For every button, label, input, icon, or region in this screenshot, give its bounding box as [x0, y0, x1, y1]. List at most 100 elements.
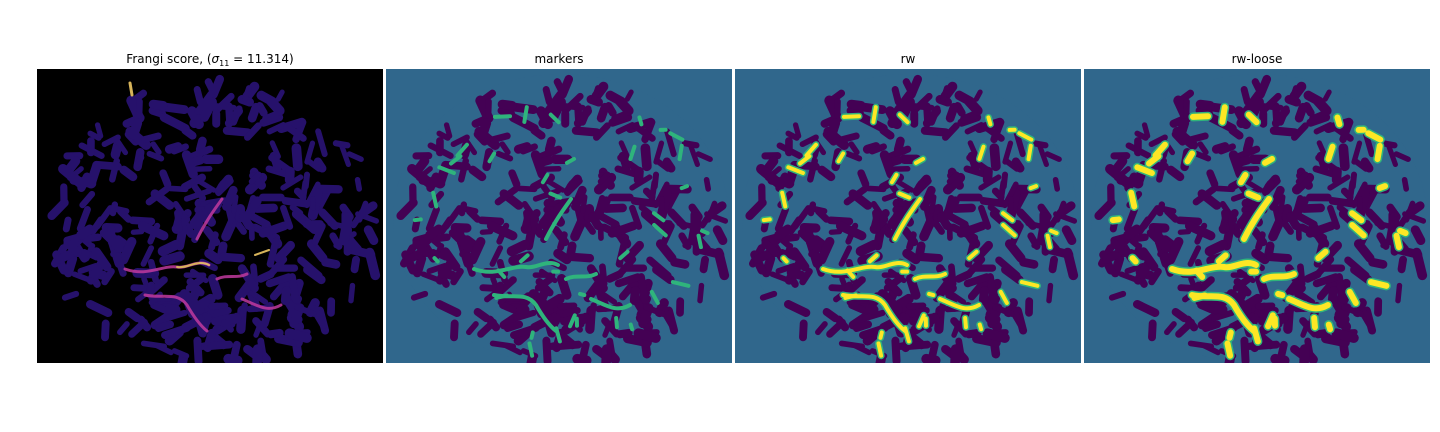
highlight-segment [1045, 233, 1052, 250]
vessel-segment [1341, 304, 1364, 317]
vessel-segment [784, 257, 805, 285]
vessel-segment [1291, 196, 1309, 219]
vessel-segment [1166, 165, 1185, 182]
vessel-segment [172, 210, 183, 232]
vessel-segment [774, 206, 789, 233]
vessel-segment [354, 176, 363, 192]
vessel-segment [252, 317, 272, 338]
vessel-segment [1261, 179, 1275, 196]
vessel-segment [586, 264, 608, 293]
vessel-segment [664, 128, 677, 158]
highlight-segment [1134, 164, 1155, 177]
vessel-segment [670, 257, 690, 269]
highlight-layer [1108, 102, 1411, 361]
vessel-segment [1195, 99, 1215, 111]
vessel-segment [1110, 254, 1125, 278]
vessel-segment [954, 270, 973, 283]
vessel-segment [231, 194, 239, 214]
highlight-segment [761, 217, 772, 223]
vessel-segment [219, 252, 246, 263]
vessel-segment [195, 293, 216, 311]
vessel-segment [124, 307, 142, 323]
vessel-segment [117, 321, 130, 336]
vessel-segment [887, 211, 904, 229]
vessel-segment [161, 324, 191, 339]
vessel-segment [879, 150, 896, 179]
vessel-segment [940, 85, 950, 102]
vessel-segment [338, 212, 353, 246]
vessel-segment [412, 239, 431, 257]
highlight-segment [412, 217, 423, 223]
vessel-segment [170, 143, 189, 155]
highlight-segment [967, 249, 979, 261]
highlight-segment [871, 105, 878, 124]
vessel-segment [242, 85, 252, 102]
vessel-segment [71, 271, 95, 284]
vessel-segment [1164, 321, 1177, 336]
vessel-segment [64, 156, 81, 174]
vessel-segment [159, 113, 190, 133]
highlight-segment [637, 115, 644, 127]
vessel-segment [588, 212, 603, 231]
vessel-segment [133, 154, 145, 169]
highlight-segment [1001, 211, 1015, 223]
vessel-segment [1395, 282, 1403, 304]
vessel-segment [1269, 126, 1300, 137]
vessel-segment [910, 92, 933, 114]
vessel-segment [489, 245, 504, 267]
vessel-segment [906, 231, 917, 251]
vessel-segment [1327, 286, 1339, 306]
vessel-segment [479, 229, 494, 235]
vessel-segment [128, 118, 143, 140]
vessel-segment [1206, 169, 1219, 188]
vessel-segment [346, 151, 364, 162]
highlight-segment [913, 156, 926, 165]
vessel-segment [862, 309, 886, 322]
highlight-segment [696, 233, 703, 250]
bright-vessel [128, 81, 134, 97]
vessel-segment [654, 157, 671, 172]
vessel-segment [1233, 277, 1252, 297]
vessel-segment [181, 126, 197, 140]
vessel-segment [774, 224, 793, 240]
vessel-segment [1204, 239, 1228, 257]
vessel-segment [615, 237, 629, 268]
vessel-segment [244, 286, 269, 305]
vessel-segment [1278, 194, 1286, 214]
vessel-segment [630, 197, 660, 208]
vessel-segment [1302, 102, 1315, 117]
vessel-segment [1175, 216, 1203, 226]
vessel-segment [838, 245, 853, 267]
vessel-segment [226, 208, 237, 231]
vessel-segment [159, 169, 172, 188]
vessel-segment [846, 99, 866, 111]
highlight-segment [1397, 227, 1409, 237]
highlight-segment [1376, 183, 1389, 192]
vessel-segment [364, 247, 381, 281]
vessel-segment [86, 161, 102, 189]
vessel-segment [1251, 248, 1270, 265]
vessel-segment [1266, 252, 1293, 263]
vessel-segment [775, 263, 797, 275]
vessel-segment [543, 90, 564, 115]
hot-vessel [195, 197, 224, 241]
vessel-segment [632, 123, 656, 142]
vessel-segment [1393, 151, 1411, 162]
vessel-segment [920, 185, 936, 211]
vessel-segment [1316, 140, 1328, 160]
vessel-segment [761, 239, 780, 257]
vessel-segment [942, 122, 960, 141]
vessel-segment [544, 293, 565, 311]
vessel-segment [580, 194, 588, 214]
vessel-segment [1008, 195, 1014, 211]
vessel-segment [624, 89, 634, 102]
vessel-segment [77, 172, 92, 192]
vessel-segment [1294, 102, 1308, 123]
vessel-segment [212, 92, 235, 114]
vessel-segment [826, 118, 841, 140]
vessel-segment [629, 204, 643, 230]
vessel-segment [1054, 200, 1067, 223]
vessel-segment [942, 196, 960, 219]
vessel-segment [1313, 96, 1332, 116]
